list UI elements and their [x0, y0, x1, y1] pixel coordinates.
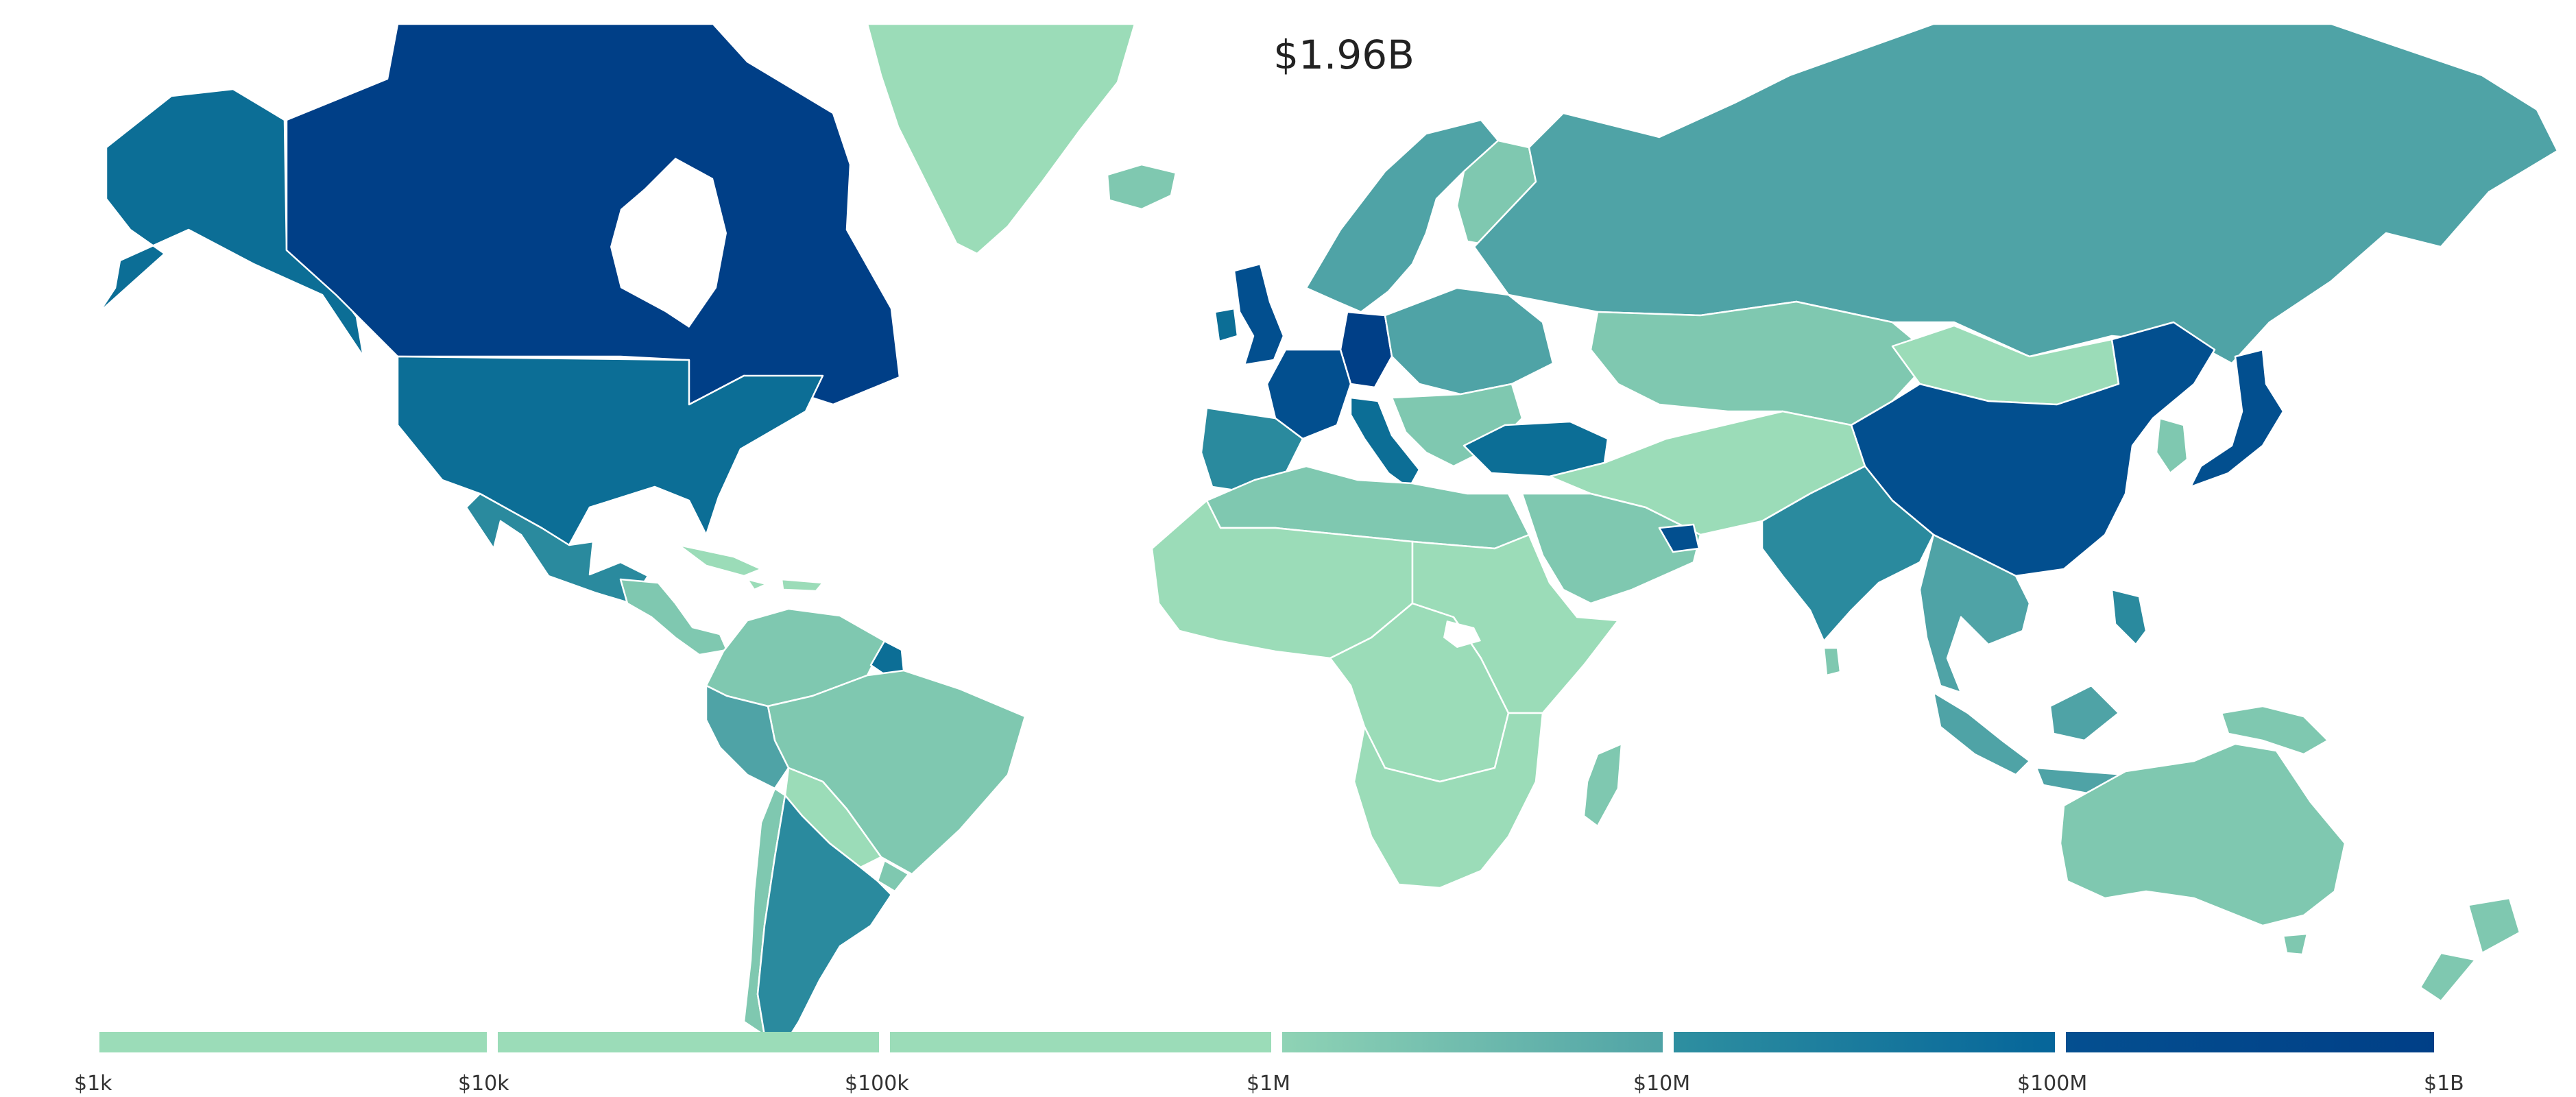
legend-label-1m: $1M — [1247, 1072, 1290, 1096]
legend-label-10k: $10k — [458, 1072, 509, 1096]
region-canada[interactable] — [285, 23, 901, 406]
region-greenland[interactable] — [866, 23, 1136, 255]
region-united-states[interactable] — [396, 355, 824, 546]
region-arabian-peninsula[interactable] — [1521, 492, 1702, 605]
hudson-bay — [610, 158, 727, 328]
region-alaska[interactable] — [98, 88, 365, 358]
legend-segment — [2066, 1032, 2434, 1052]
total-value: $1.96B — [1273, 32, 1415, 78]
region-sri-lanka[interactable] — [1822, 647, 1842, 677]
region-korea[interactable] — [2155, 417, 2189, 474]
region-japan[interactable] — [2189, 348, 2285, 488]
legend-segment — [99, 1032, 487, 1052]
region-uruguay[interactable] — [876, 859, 910, 893]
region-peru[interactable] — [705, 684, 790, 790]
region-eastern-europe[interactable] — [1384, 287, 1554, 396]
region-india[interactable] — [1761, 465, 1935, 642]
region-southeast-asia[interactable] — [1918, 533, 2031, 694]
legend-segment — [498, 1032, 879, 1052]
region-east-africa[interactable] — [1411, 533, 1620, 714]
region-uae[interactable] — [1658, 523, 1700, 553]
legend-label-1b: $1B — [2424, 1072, 2464, 1096]
region-madagascar[interactable] — [1582, 743, 1623, 828]
region-iceland[interactable] — [1106, 163, 1177, 210]
lake-region-gap — [1443, 620, 1481, 648]
legend-label-100k: $100k — [845, 1072, 909, 1096]
legend-label-100m: $100M — [2017, 1072, 2087, 1096]
region-central-america[interactable] — [619, 578, 728, 656]
legend-segment — [890, 1032, 1271, 1052]
region-new-zealand[interactable] — [2419, 897, 2521, 1002]
region-philippines[interactable] — [2110, 588, 2147, 646]
region-australia[interactable] — [2059, 743, 2346, 927]
legend-segment — [1674, 1032, 2055, 1052]
region-papua[interactable] — [2220, 705, 2329, 756]
color-scale-legend: $1k $10k $100k $1M $10M $100M $1B — [74, 1032, 2464, 1096]
region-russia[interactable] — [1473, 23, 2559, 365]
region-turkey[interactable] — [1462, 420, 1609, 478]
legend-segment — [1282, 1032, 1663, 1052]
region-united-kingdom[interactable] — [1233, 263, 1285, 366]
legend-label-1k: $1k — [74, 1072, 112, 1096]
region-france[interactable] — [1266, 348, 1352, 440]
region-argentina[interactable] — [756, 794, 893, 1050]
legend-label-10m: $10M — [1633, 1072, 1690, 1096]
region-scandinavia[interactable] — [1305, 119, 1500, 313]
region-caribbean[interactable] — [677, 544, 824, 592]
region-southern-africa[interactable] — [1353, 712, 1544, 889]
region-tasmania[interactable] — [2282, 932, 2309, 956]
region-ireland[interactable] — [1214, 307, 1239, 343]
